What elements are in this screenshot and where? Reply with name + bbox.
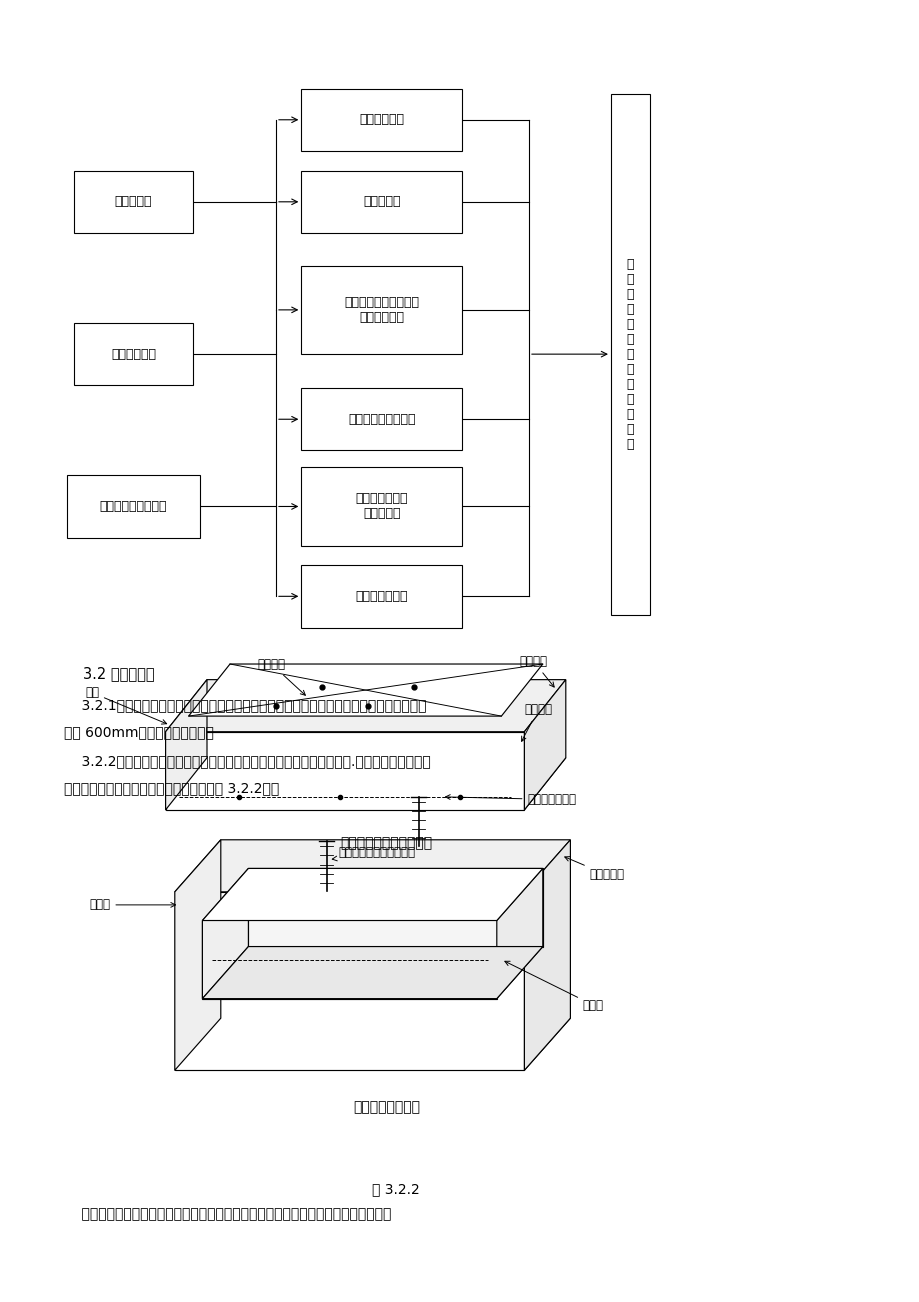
Polygon shape: [188, 664, 542, 716]
Text: 安装控制柜: 安装控制柜: [115, 195, 152, 208]
Text: 用型钢制作的控制柜底座: 用型钢制作的控制柜底座: [340, 836, 432, 850]
Text: 安装底坑检修盒: 安装底坑检修盒: [355, 590, 408, 603]
FancyBboxPatch shape: [301, 467, 461, 546]
Polygon shape: [202, 921, 496, 999]
Polygon shape: [248, 868, 542, 947]
Text: 则要制作控制柜型钢底座或混凝土底座（图 3.2.2）。: 则要制作控制柜型钢底座或混凝土底座（图 3.2.2）。: [64, 781, 279, 796]
Text: 槽钢框架: 槽钢框架: [519, 655, 553, 687]
FancyBboxPatch shape: [301, 388, 461, 450]
Text: 安装感应开关感应板: 安装感应开关感应板: [347, 413, 415, 426]
Polygon shape: [175, 1018, 570, 1070]
Text: 控制柜混凝土底座: 控制柜混凝土底座: [353, 1100, 419, 1115]
Polygon shape: [175, 840, 221, 1070]
Polygon shape: [165, 680, 207, 810]
Text: 螺孔: 螺孔: [85, 686, 166, 724]
Polygon shape: [175, 892, 524, 1070]
Polygon shape: [165, 732, 524, 810]
Text: 3.2.2控制柜的过线盒要按安装图的要求用膨胀螺栓固定在机房地面上.若无控制柜过线盒，: 3.2.2控制柜的过线盒要按安装图的要求用膨胀螺栓固定在机房地面上.若无控制柜过…: [64, 754, 431, 768]
FancyBboxPatch shape: [74, 323, 193, 385]
FancyBboxPatch shape: [610, 94, 649, 615]
Text: 导
线
敷
设
及
接
、
焊
、
包
、
压
头: 导 线 敷 设 及 接 、 焊 、 包 、 压 头: [626, 258, 633, 450]
Text: 3.2.1根据机房布置图及现场情况确定控制柜位置。一般应远离门窗，与门窗、墙的距离不: 3.2.1根据机房布置图及现场情况确定控制柜位置。一般应远离门窗，与门窗、墙的距…: [64, 698, 426, 712]
Polygon shape: [165, 680, 565, 732]
FancyBboxPatch shape: [301, 171, 461, 233]
FancyBboxPatch shape: [67, 475, 199, 538]
Text: 小于 600mm，并考虑维修方便。: 小于 600mm，并考虑维修方便。: [64, 725, 214, 740]
Text: 筑入混凝土座内地脚螺丝: 筑入混凝土座内地脚螺丝: [332, 846, 415, 861]
Polygon shape: [202, 868, 542, 921]
Polygon shape: [202, 868, 248, 999]
FancyBboxPatch shape: [301, 266, 461, 354]
Polygon shape: [524, 680, 565, 810]
Text: 配线槽、配管: 配线槽、配管: [359, 113, 403, 126]
Text: 3.2 安装控制柜: 3.2 安装控制柜: [83, 667, 154, 682]
Text: 控制柜与型钢底座采用螺丝连接固定。控制柜与混凝土底座采用地脚螺丝连接固定。: 控制柜与型钢底座采用螺丝连接固定。控制柜与混凝土底座采用地脚螺丝连接固定。: [64, 1207, 391, 1221]
Polygon shape: [496, 868, 542, 999]
Text: 机房地面: 机房地面: [521, 703, 551, 741]
Polygon shape: [175, 840, 570, 892]
Polygon shape: [524, 840, 570, 1070]
Text: 安装线槽的开口: 安装线槽的开口: [445, 793, 576, 806]
Text: 安装缓速开关、限位开
关、开关碰铁: 安装缓速开关、限位开 关、开关碰铁: [344, 296, 419, 324]
FancyBboxPatch shape: [301, 565, 461, 628]
Text: 指示灯、按钮、
操纵盘安装: 指示灯、按钮、 操纵盘安装: [355, 492, 408, 521]
Text: 挂随行电缆: 挂随行电缆: [363, 195, 400, 208]
Text: 出线孔: 出线孔: [89, 898, 176, 911]
Text: 线槽孔: 线槽孔: [505, 961, 603, 1012]
FancyBboxPatch shape: [74, 171, 193, 233]
Text: 安装中线盒、随线架: 安装中线盒、随线架: [99, 500, 167, 513]
Text: 安装极限开关: 安装极限开关: [111, 348, 155, 361]
Text: 混凝土底座: 混凝土底座: [564, 857, 624, 881]
Text: 膨胀螺栓: 膨胀螺栓: [257, 658, 305, 695]
Polygon shape: [165, 758, 565, 810]
Polygon shape: [202, 947, 542, 999]
Text: 图 3.2.2: 图 3.2.2: [371, 1182, 419, 1197]
FancyBboxPatch shape: [301, 89, 461, 151]
